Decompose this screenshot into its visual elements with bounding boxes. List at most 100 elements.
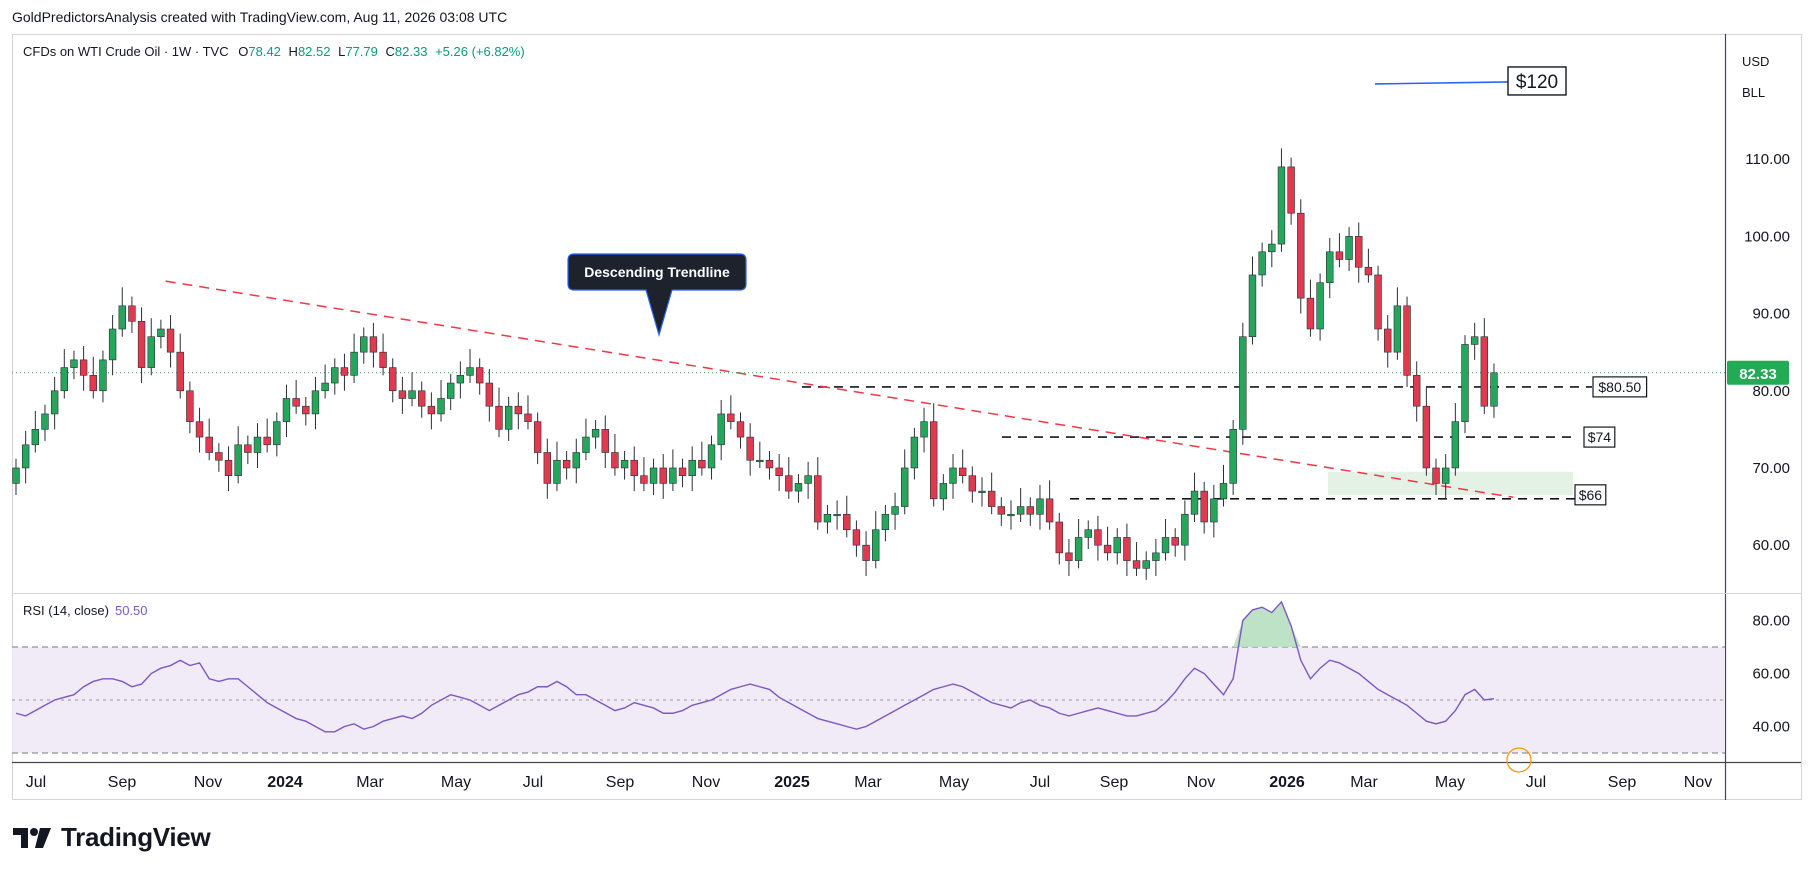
candlestick[interactable] — [553, 459, 561, 484]
rsi-title[interactable]: RSI (14, close) — [23, 603, 109, 618]
candlestick[interactable] — [1055, 521, 1063, 554]
candlestick[interactable] — [872, 529, 880, 561]
candlestick[interactable] — [1210, 498, 1218, 523]
candlestick[interactable] — [456, 375, 465, 384]
candlestick[interactable] — [1239, 336, 1247, 430]
candlestick[interactable] — [273, 421, 281, 446]
candlestick[interactable] — [717, 413, 725, 446]
candlestick[interactable] — [128, 305, 136, 322]
candlestick[interactable] — [862, 544, 870, 561]
candlestick[interactable] — [1413, 375, 1421, 407]
candlestick[interactable] — [543, 452, 552, 484]
candlestick[interactable] — [1084, 529, 1092, 538]
candlestick[interactable] — [1065, 552, 1073, 561]
candlestick[interactable] — [1432, 467, 1440, 484]
candlestick[interactable] — [263, 436, 271, 446]
candlestick[interactable] — [794, 483, 803, 492]
candlestick[interactable] — [659, 467, 667, 484]
candlestick[interactable] — [331, 367, 339, 384]
price-label-66-box[interactable] — [1574, 484, 1607, 506]
candlestick[interactable] — [253, 436, 262, 453]
candlestick[interactable] — [1480, 336, 1489, 407]
candlestick[interactable] — [1026, 506, 1035, 515]
candlestick[interactable] — [244, 444, 252, 453]
candlestick[interactable] — [1355, 236, 1363, 268]
candlestick[interactable] — [215, 452, 223, 461]
candlestick[interactable] — [649, 467, 658, 484]
descending-trendline[interactable] — [165, 280, 1514, 499]
candlestick[interactable] — [1345, 236, 1353, 260]
candlestick[interactable] — [901, 467, 909, 507]
symbol-title[interactable]: CFDs on WTI Crude Oil · 1W · TVC — [23, 44, 229, 59]
candlestick[interactable] — [1490, 372, 1498, 407]
trendline-callout[interactable] — [567, 253, 747, 338]
candlestick[interactable] — [843, 513, 851, 531]
candlestick[interactable] — [1268, 243, 1276, 253]
candlestick[interactable] — [765, 459, 774, 469]
rsi-legend[interactable]: RSI (14, close) 50.50 — [23, 603, 148, 618]
candlestick[interactable] — [775, 467, 783, 476]
candlestick[interactable] — [1258, 251, 1266, 276]
candlestick[interactable] — [350, 351, 358, 376]
candlestick[interactable] — [1384, 328, 1392, 353]
candlestick[interactable] — [147, 336, 155, 368]
candlestick[interactable] — [582, 436, 590, 453]
candlestick[interactable] — [1123, 537, 1131, 561]
price-label-80-50-box[interactable] — [1592, 376, 1648, 398]
candlestick[interactable] — [1113, 537, 1121, 554]
candlestick[interactable] — [224, 459, 233, 476]
candlestick[interactable] — [157, 328, 165, 338]
candlestick[interactable] — [1200, 490, 1208, 523]
candlestick[interactable] — [340, 367, 349, 376]
candlestick[interactable] — [620, 459, 629, 469]
candlestick[interactable] — [21, 444, 30, 469]
price-label-74-box[interactable] — [1583, 426, 1616, 448]
rsi-pane[interactable] — [12, 600, 1725, 773]
candlestick[interactable] — [688, 459, 696, 476]
candlestick[interactable] — [1103, 544, 1112, 554]
candlestick[interactable] — [572, 452, 580, 469]
candlestick[interactable] — [524, 413, 532, 422]
candlestick[interactable] — [195, 421, 204, 438]
candlestick[interactable] — [137, 320, 146, 368]
candlestick[interactable] — [601, 429, 609, 453]
candlestick[interactable] — [475, 367, 484, 384]
candlestick[interactable] — [533, 421, 542, 453]
candlestick[interactable] — [997, 506, 1006, 515]
candlestick[interactable] — [1451, 421, 1460, 469]
candlestick[interactable] — [60, 367, 69, 392]
candlestick[interactable] — [891, 506, 899, 515]
candlestick[interactable] — [978, 490, 986, 493]
candlestick[interactable] — [968, 475, 977, 492]
candlestick[interactable] — [360, 336, 368, 353]
candlestick[interactable] — [41, 413, 49, 430]
candlestick[interactable] — [756, 459, 764, 463]
candlestick[interactable] — [70, 359, 78, 368]
price-axis[interactable]: 60.00 70.00 80.00 90.00 100.00 110.00 82.33 — [1727, 151, 1790, 554]
candlestick[interactable] — [833, 513, 841, 517]
candlestick[interactable] — [79, 359, 88, 376]
candlestick[interactable] — [852, 529, 861, 546]
candlestick[interactable] — [379, 351, 387, 368]
candlestick[interactable] — [1248, 274, 1257, 338]
candlestick[interactable] — [369, 336, 378, 353]
price-label-120-box[interactable] — [1507, 66, 1567, 96]
currency-usd[interactable]: USD — [1742, 54, 1770, 69]
candlestick[interactable] — [466, 367, 474, 376]
candlestick[interactable] — [1229, 429, 1237, 484]
candlestick[interactable] — [50, 390, 59, 415]
candlestick[interactable] — [1045, 498, 1054, 523]
candlestick[interactable] — [1403, 305, 1411, 376]
last-price-badge[interactable] — [1727, 360, 1789, 385]
candlestick[interactable] — [1393, 305, 1402, 353]
candlestick[interactable] — [910, 436, 919, 469]
candlestick[interactable] — [1326, 251, 1334, 283]
candlestick[interactable] — [707, 444, 716, 469]
candlestick[interactable] — [186, 390, 194, 422]
candlestick[interactable] — [485, 382, 494, 407]
candlestick[interactable] — [99, 359, 107, 392]
candlestick[interactable] — [958, 467, 967, 476]
candlestick[interactable] — [89, 375, 97, 392]
currency-unit[interactable]: USD BLL — [1742, 46, 1769, 108]
candlestick[interactable] — [1161, 537, 1170, 554]
